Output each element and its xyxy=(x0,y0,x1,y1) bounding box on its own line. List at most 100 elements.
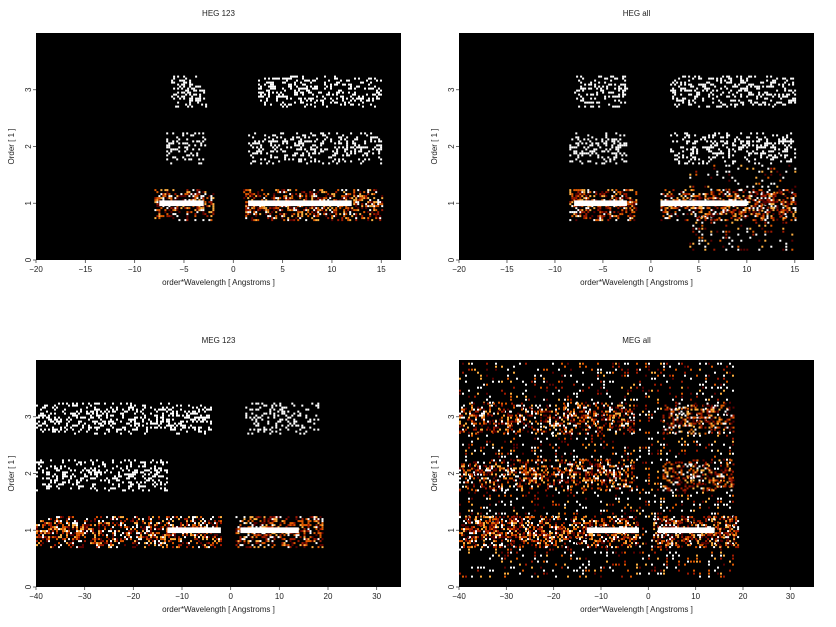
heatmap-cell xyxy=(774,193,777,196)
heatmap-cell xyxy=(296,152,299,155)
heatmap-cell xyxy=(276,99,278,102)
heatmap-cell xyxy=(782,93,785,96)
heatmap-cell xyxy=(698,197,701,200)
heatmap-cell xyxy=(314,140,317,143)
heatmap-cell xyxy=(772,209,775,212)
heatmap-cell xyxy=(376,97,378,100)
heatmap-cell xyxy=(166,140,169,143)
heatmap-cell xyxy=(196,420,198,423)
heatmap-cell xyxy=(361,205,364,208)
heatmap-cell xyxy=(710,191,713,194)
heatmap-cell xyxy=(728,236,731,239)
heatmap-cell xyxy=(580,87,583,90)
heatmap-cell xyxy=(189,81,192,84)
heatmap-cell xyxy=(690,148,693,151)
heatmap-cell xyxy=(187,105,190,108)
heatmap-cell xyxy=(296,85,298,88)
heatmap-cell xyxy=(294,101,296,104)
heatmap-cell xyxy=(347,195,350,198)
heatmap-cell xyxy=(680,191,683,194)
heatmap-cell xyxy=(752,185,755,188)
heatmap-cell xyxy=(690,89,693,92)
heatmap-cell xyxy=(98,530,100,533)
heatmap-cell xyxy=(168,193,171,196)
heatmap-cell xyxy=(674,154,677,157)
heatmap-cell xyxy=(198,430,200,433)
heatmap-cell xyxy=(732,209,735,212)
heatmap-cell xyxy=(106,412,108,415)
heatmap-cell xyxy=(130,404,132,407)
heatmap-cell xyxy=(186,148,189,151)
heatmap-cell xyxy=(672,205,675,208)
heatmap-cell xyxy=(712,156,715,159)
heatmap-cell xyxy=(110,418,112,421)
heatmap-cell xyxy=(772,207,775,210)
heatmap-cell xyxy=(367,205,370,208)
heatmap-cell xyxy=(116,477,118,480)
heatmap-cell xyxy=(86,524,88,527)
heatmap-cell xyxy=(335,213,338,216)
heatmap-cell xyxy=(625,197,628,200)
heatmap-cell xyxy=(676,215,679,218)
heatmap-cell xyxy=(186,215,189,218)
heatmap-cell xyxy=(186,146,189,149)
heatmap-cell xyxy=(764,197,767,200)
heatmap-cell xyxy=(660,193,663,196)
heatmap-cell xyxy=(182,542,184,545)
heatmap-cell xyxy=(350,83,352,86)
heatmap-cell xyxy=(758,224,761,227)
heatmap-cell xyxy=(306,89,308,92)
heatmap-cell xyxy=(784,205,787,208)
heatmap-cell xyxy=(770,245,773,248)
heatmap-cell xyxy=(200,195,203,198)
heatmap-cell xyxy=(794,219,797,222)
heatmap-cell xyxy=(714,219,717,222)
heatmap-cell xyxy=(347,209,350,212)
heatmap-cell xyxy=(363,211,366,214)
heatmap-cell xyxy=(294,91,296,94)
heatmap-cell xyxy=(200,524,202,527)
heatmap-cell xyxy=(309,207,312,210)
heatmap-cell xyxy=(128,469,130,472)
heatmap-cell xyxy=(46,522,48,525)
heatmap-cell xyxy=(662,211,665,214)
heatmap-cell xyxy=(166,213,169,216)
heatmap-cell xyxy=(345,195,348,198)
heatmap-cell xyxy=(62,532,64,535)
heatmap-cell xyxy=(788,101,791,104)
heatmap-cell xyxy=(728,188,731,191)
heatmap-cell xyxy=(177,101,180,104)
heatmap-cell xyxy=(627,197,630,200)
heatmap-cell xyxy=(273,197,276,200)
heatmap-cell xyxy=(183,75,186,78)
heatmap-cell xyxy=(52,475,54,478)
heatmap-cell xyxy=(166,526,168,529)
heatmap-cell xyxy=(360,81,362,84)
heatmap-cell xyxy=(346,140,349,143)
heatmap-cell xyxy=(281,209,284,212)
heatmap-cell xyxy=(112,402,114,405)
heatmap-cell xyxy=(130,463,132,466)
heatmap-cell xyxy=(762,213,765,216)
heatmap-cell xyxy=(708,150,711,153)
heatmap-cell xyxy=(160,467,162,470)
heatmap-cell xyxy=(704,245,707,248)
heatmap-cell xyxy=(46,532,48,535)
heatmap-cell xyxy=(624,101,627,104)
heatmap-cell xyxy=(239,520,242,523)
heatmap-cell xyxy=(748,91,751,94)
heatmap-cell xyxy=(148,479,150,482)
heatmap-cell xyxy=(590,105,593,108)
heatmap-cell xyxy=(266,97,268,100)
heatmap-cell xyxy=(136,524,138,527)
heatmap-cell xyxy=(319,536,322,539)
heatmap-cell xyxy=(701,215,704,218)
heatmap-cell xyxy=(144,528,146,531)
heatmap-cell xyxy=(766,211,769,214)
heatmap-cell xyxy=(379,219,382,222)
heatmap-pixels xyxy=(154,75,384,222)
heatmap-cell xyxy=(321,528,324,531)
heatmap-cell xyxy=(296,93,298,96)
heatmap-cell xyxy=(320,132,323,135)
heatmap-cell xyxy=(257,542,260,545)
